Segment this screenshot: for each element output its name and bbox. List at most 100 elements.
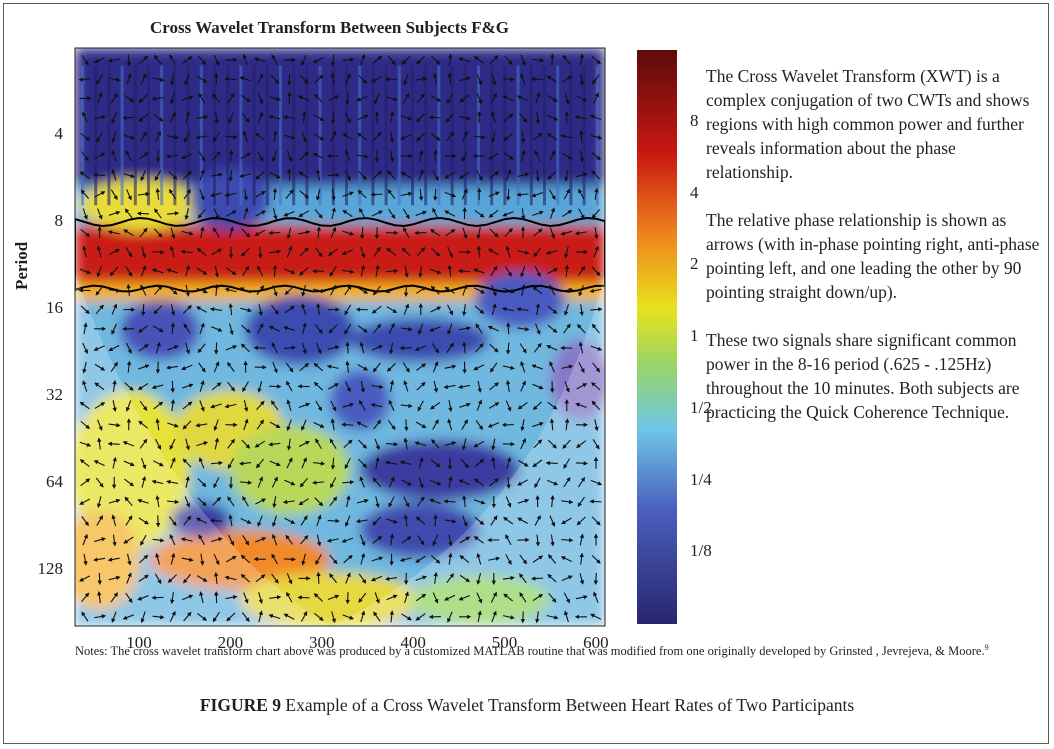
phase-arrow bbox=[141, 457, 147, 470]
phase-arrow bbox=[532, 286, 543, 295]
phase-arrow bbox=[531, 576, 544, 581]
phase-arrow bbox=[315, 438, 322, 450]
phase-arrow bbox=[80, 228, 91, 237]
phase-arrow bbox=[79, 401, 90, 410]
phase-arrow bbox=[243, 418, 249, 431]
phase-arrow bbox=[151, 268, 164, 274]
phase-arrow bbox=[519, 573, 527, 584]
phase-arrow bbox=[503, 516, 514, 525]
phase-arrow bbox=[80, 478, 91, 487]
phase-arrow bbox=[255, 191, 266, 198]
phase-arrow bbox=[286, 438, 292, 451]
phase-arrow bbox=[535, 323, 541, 335]
phase-arrow bbox=[576, 95, 588, 102]
phase-arrow bbox=[432, 207, 439, 219]
phase-arrow bbox=[520, 360, 526, 373]
phase-arrow bbox=[185, 438, 190, 451]
phase-arrow bbox=[517, 172, 530, 178]
phase-arrow bbox=[399, 557, 412, 562]
phase-arrow bbox=[594, 227, 599, 240]
phase-arrow bbox=[272, 285, 278, 297]
phase-arrow bbox=[197, 55, 207, 66]
phase-arrow bbox=[213, 553, 220, 566]
phase-arrow bbox=[227, 458, 235, 470]
phase-arrow bbox=[430, 401, 441, 410]
phase-arrow bbox=[210, 172, 223, 178]
phase-arrow bbox=[476, 592, 483, 604]
phase-arrow bbox=[326, 364, 339, 369]
phase-arrow bbox=[476, 170, 483, 181]
phase-arrow bbox=[446, 93, 454, 105]
phase-arrow bbox=[533, 247, 542, 258]
phase-arrow bbox=[137, 498, 149, 504]
phase-arrow bbox=[141, 246, 147, 259]
phase-arrow bbox=[151, 96, 164, 101]
phase-arrow bbox=[257, 111, 264, 123]
phase-arrow bbox=[240, 343, 250, 353]
phase-arrow bbox=[167, 345, 179, 351]
phase-arrow bbox=[123, 134, 135, 140]
phase-arrow bbox=[140, 265, 147, 277]
phase-arrow bbox=[476, 93, 483, 105]
phase-arrow bbox=[418, 188, 424, 201]
phase-arrow bbox=[415, 575, 427, 581]
phase-arrow bbox=[531, 192, 543, 198]
phase-arrow bbox=[579, 73, 584, 86]
heatmap-streak bbox=[516, 65, 520, 206]
phase-arrow bbox=[358, 439, 368, 449]
phase-arrow bbox=[357, 287, 369, 294]
phase-arrow bbox=[342, 480, 355, 485]
heatmap-blob bbox=[550, 340, 605, 420]
phase-arrow bbox=[534, 477, 541, 489]
phase-arrow bbox=[155, 130, 161, 143]
phase-arrow bbox=[108, 288, 121, 293]
phase-arrow bbox=[299, 190, 310, 199]
phase-arrow bbox=[342, 269, 355, 274]
phase-arrow bbox=[473, 364, 485, 371]
phase-arrow bbox=[403, 437, 408, 450]
phase-arrow bbox=[136, 211, 149, 216]
phase-arrow bbox=[516, 307, 529, 312]
colorbar-tick-label: 4 bbox=[690, 182, 699, 202]
phase-arrow bbox=[387, 55, 396, 66]
phase-arrow bbox=[299, 267, 309, 276]
phase-arrow bbox=[502, 77, 515, 82]
phase-arrow bbox=[284, 479, 296, 486]
heatmap-streak bbox=[173, 65, 177, 206]
phase-arrow bbox=[344, 304, 352, 316]
phase-arrow bbox=[224, 403, 237, 409]
phase-arrow bbox=[516, 95, 529, 102]
phase-arrow bbox=[257, 93, 264, 105]
phase-arrow bbox=[228, 112, 234, 124]
phase-arrow bbox=[80, 420, 91, 430]
phase-arrow bbox=[490, 515, 498, 526]
phase-arrow bbox=[331, 207, 336, 220]
phase-arrow bbox=[312, 480, 325, 485]
phase-arrow bbox=[372, 131, 382, 142]
phase-arrow bbox=[448, 475, 453, 488]
phase-arrow bbox=[445, 229, 456, 237]
phase-arrow bbox=[589, 288, 602, 293]
phase-arrow bbox=[269, 249, 282, 254]
phase-arrow bbox=[342, 230, 355, 236]
phase-arrow bbox=[416, 132, 425, 142]
phase-arrow bbox=[108, 210, 121, 216]
phase-arrow bbox=[488, 191, 500, 197]
phase-arrow bbox=[372, 55, 383, 64]
phase-arrow bbox=[255, 171, 265, 180]
phase-arrow bbox=[254, 440, 266, 448]
phase-arrow bbox=[432, 361, 439, 373]
phase-arrow bbox=[327, 95, 340, 102]
phase-arrow bbox=[79, 171, 90, 179]
phase-arrow bbox=[271, 553, 278, 565]
phase-arrow bbox=[400, 115, 413, 121]
phase-arrow bbox=[152, 325, 164, 333]
phase-arrow bbox=[198, 362, 206, 373]
phase-arrow bbox=[577, 476, 585, 488]
phase-arrow bbox=[345, 92, 350, 105]
phase-arrow bbox=[401, 55, 411, 65]
phase-arrow bbox=[195, 517, 207, 524]
phase-arrow bbox=[212, 496, 222, 506]
phase-arrow bbox=[532, 210, 544, 216]
phase-arrow bbox=[122, 115, 135, 120]
